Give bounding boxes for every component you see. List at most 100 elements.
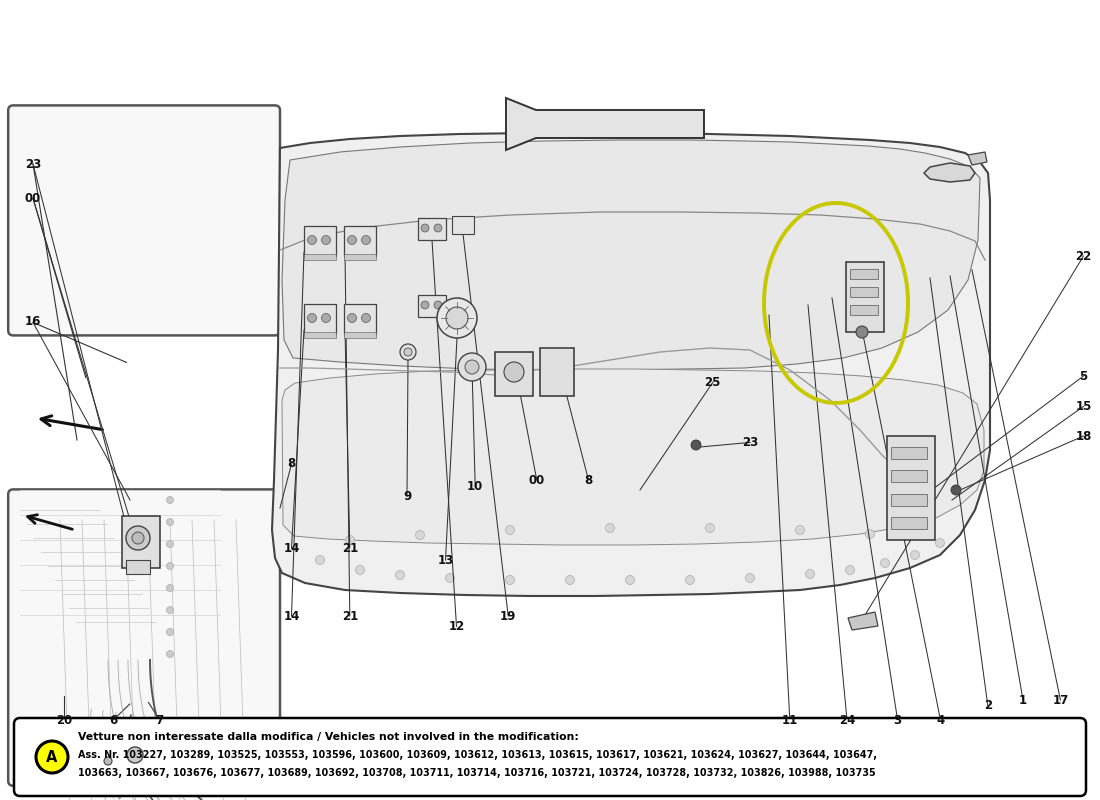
Text: 20: 20 [56, 714, 72, 726]
Text: 15: 15 [1076, 400, 1091, 413]
Circle shape [321, 235, 330, 245]
Text: 25: 25 [705, 376, 720, 389]
Bar [304, 254, 336, 260]
Circle shape [321, 314, 330, 322]
Text: 23: 23 [742, 436, 758, 449]
Circle shape [846, 566, 855, 574]
Text: passion for parts: passion for parts [610, 483, 864, 509]
Circle shape [504, 362, 524, 382]
Text: 103663, 103667, 103676, 103677, 103689, 103692, 103708, 103711, 103714, 103716, : 103663, 103667, 103676, 103677, 103689, … [78, 768, 876, 778]
Bar [891, 470, 927, 482]
Polygon shape [924, 163, 975, 182]
Text: 18: 18 [1076, 430, 1091, 442]
Circle shape [345, 535, 354, 545]
Circle shape [166, 518, 174, 526]
Bar [123, 737, 155, 775]
Circle shape [421, 224, 429, 232]
Circle shape [126, 526, 150, 550]
Text: 11: 11 [782, 714, 797, 726]
Bar [147, 759, 155, 767]
Text: 17: 17 [1053, 694, 1068, 706]
Bar [891, 447, 927, 459]
Bar [850, 269, 878, 279]
Circle shape [166, 497, 174, 503]
Text: Vetture non interessate dalla modifica / Vehicles not involved in the modificati: Vetture non interessate dalla modifica /… [78, 732, 579, 742]
Text: 14: 14 [284, 542, 299, 554]
Bar [891, 517, 927, 529]
Text: 23: 23 [25, 158, 41, 170]
Text: A: A [46, 750, 57, 765]
Circle shape [935, 538, 945, 547]
Text: 00: 00 [529, 474, 544, 486]
Text: 5: 5 [1079, 370, 1088, 382]
Text: 2: 2 [983, 699, 992, 712]
Circle shape [348, 314, 356, 322]
Circle shape [166, 606, 174, 614]
Text: 21: 21 [342, 610, 358, 622]
Bar [850, 305, 878, 315]
Circle shape [166, 650, 174, 658]
Bar [495, 352, 534, 396]
Text: 10: 10 [468, 480, 483, 493]
Text: 4: 4 [936, 714, 945, 726]
Bar [344, 254, 376, 260]
Circle shape [880, 558, 890, 567]
Text: 12: 12 [449, 620, 464, 633]
Circle shape [446, 574, 454, 582]
Circle shape [446, 307, 468, 329]
Circle shape [362, 235, 371, 245]
Text: 00: 00 [25, 192, 41, 205]
Bar [418, 218, 446, 240]
Bar [540, 348, 574, 396]
Text: 8: 8 [584, 474, 593, 486]
Circle shape [506, 526, 515, 534]
Circle shape [355, 566, 364, 574]
Circle shape [506, 575, 515, 585]
Circle shape [434, 301, 442, 309]
Circle shape [691, 440, 701, 450]
Bar [344, 226, 376, 256]
Circle shape [316, 555, 324, 565]
Bar [344, 304, 376, 334]
Bar [147, 741, 155, 749]
Text: 7: 7 [155, 714, 164, 726]
Polygon shape [506, 98, 704, 150]
Text: 1: 1 [1019, 694, 1027, 706]
Polygon shape [272, 132, 990, 596]
Polygon shape [282, 140, 980, 370]
Circle shape [605, 523, 615, 533]
Circle shape [396, 570, 405, 579]
Circle shape [166, 541, 174, 547]
Circle shape [308, 235, 317, 245]
Text: Ass. Nr. 103227, 103289, 103525, 103553, 103596, 103600, 103609, 103612, 103613,: Ass. Nr. 103227, 103289, 103525, 103553,… [78, 750, 877, 760]
Bar [452, 216, 474, 234]
Text: passion for parts: passion for parts [301, 315, 623, 349]
Circle shape [132, 532, 144, 544]
Text: 9: 9 [403, 490, 411, 502]
Circle shape [805, 570, 814, 578]
Circle shape [465, 360, 478, 374]
Bar [304, 226, 336, 256]
Bar [304, 332, 336, 338]
Bar [126, 560, 150, 574]
Circle shape [104, 757, 112, 765]
Circle shape [434, 224, 442, 232]
Bar [846, 262, 884, 332]
Text: 21: 21 [342, 542, 358, 554]
Circle shape [866, 530, 874, 538]
Circle shape [458, 353, 486, 381]
Circle shape [400, 344, 416, 360]
FancyBboxPatch shape [8, 106, 280, 335]
Text: 3: 3 [893, 714, 902, 726]
Bar [418, 295, 446, 317]
FancyBboxPatch shape [8, 490, 280, 786]
Bar [344, 332, 376, 338]
Circle shape [348, 235, 356, 245]
Bar [122, 516, 160, 568]
Circle shape [952, 485, 961, 495]
Text: 6: 6 [109, 714, 118, 726]
Text: 13: 13 [438, 554, 453, 566]
Text: 8: 8 [287, 458, 296, 470]
Circle shape [166, 629, 174, 635]
Text: 22: 22 [1076, 250, 1091, 262]
